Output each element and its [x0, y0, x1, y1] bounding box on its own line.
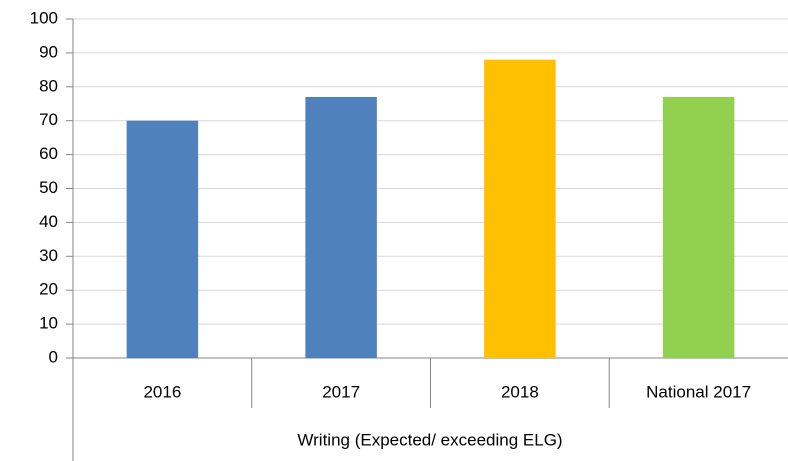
y-tick-label: 10	[39, 314, 58, 333]
y-tick-label: 50	[39, 178, 58, 197]
bar	[126, 120, 199, 358]
y-tick-label: 100	[30, 8, 58, 27]
x-tick-label: 2016	[143, 382, 181, 401]
bar	[484, 59, 556, 359]
x-axis-label: Writing (Expected/ exceeding ELG)	[297, 430, 562, 449]
y-tick-label: 40	[39, 212, 58, 231]
y-tick-label: 70	[39, 110, 58, 129]
y-tick-label: 0	[49, 347, 58, 366]
bar	[662, 96, 735, 358]
x-tick-label: 2018	[501, 382, 539, 401]
x-tick-label: 2017	[322, 382, 360, 401]
x-tick-label: National 2017	[646, 382, 751, 401]
y-tick-label: 90	[39, 42, 58, 61]
y-tick-label: 20	[39, 280, 58, 299]
y-tick-label: 30	[39, 246, 58, 265]
bar	[305, 96, 377, 358]
y-tick-label: 80	[39, 76, 58, 95]
y-tick-label: 60	[39, 144, 58, 163]
